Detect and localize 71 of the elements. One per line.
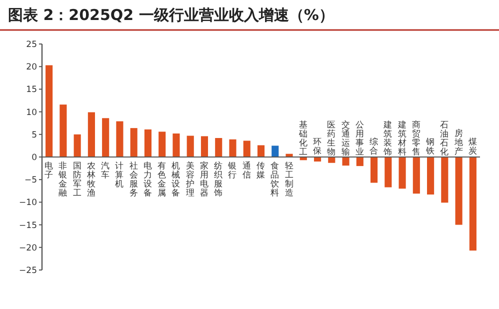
y-tick-label: 5 <box>32 130 37 140</box>
x-tick-label: 汽车 <box>101 160 110 180</box>
x-tick-label: 纺织服饰 <box>213 160 224 198</box>
x-tick-label: 计算机 <box>115 160 124 190</box>
y-tick-label: 10 <box>26 108 37 118</box>
x-tick-label: 轻工制造 <box>284 160 294 198</box>
y-tick-label: −5 <box>24 176 37 186</box>
bar <box>215 138 222 157</box>
bar <box>328 157 336 163</box>
y-tick-label: 20 <box>26 62 37 73</box>
y-tick-label: 0 <box>32 153 37 163</box>
bar <box>356 157 364 166</box>
x-tick-label: 食品饮料 <box>270 160 280 198</box>
x-tick-label: 石油石化 <box>440 120 450 158</box>
bar <box>342 157 350 166</box>
y-tick-label: −25 <box>19 266 37 276</box>
bar <box>144 129 152 157</box>
x-tick-label: 交通运输 <box>341 120 350 158</box>
bar <box>243 140 250 157</box>
x-tick-label: 建筑装饰 <box>382 120 393 158</box>
bar <box>200 136 208 157</box>
bar <box>74 134 81 157</box>
bar <box>412 157 420 194</box>
x-tick-label: 电力设备 <box>143 160 152 198</box>
y-tick-label: −15 <box>19 220 37 231</box>
x-tick-label: 环保 <box>313 138 322 156</box>
x-tick-label: 电子 <box>44 160 54 180</box>
x-tick-label: 国防军工 <box>72 162 82 198</box>
y-tick-label: 25 <box>26 40 37 50</box>
bar <box>384 157 392 188</box>
x-tick-label: 建筑材料 <box>396 120 407 158</box>
bar <box>455 157 462 225</box>
x-tick-label: 美容护理 <box>184 160 195 198</box>
x-tick-label: 房地产 <box>453 128 464 157</box>
y-tick-label: 15 <box>26 85 37 96</box>
x-tick-label: 社会服务 <box>129 160 138 198</box>
bar <box>427 157 434 195</box>
bar <box>186 136 194 157</box>
bar <box>370 157 378 183</box>
bar <box>102 118 110 157</box>
x-tick-label: 有色金属 <box>158 160 167 198</box>
x-tick-label: 通信 <box>242 160 252 180</box>
x-tick-label: 钢铁 <box>425 136 436 156</box>
bar <box>88 112 95 157</box>
bar <box>116 121 124 157</box>
bar <box>398 157 406 189</box>
x-tick-label: 公用事业 <box>355 120 364 158</box>
x-tick-label: 非银金融 <box>58 160 68 198</box>
y-tick-label: −20 <box>19 243 37 254</box>
x-tick-label: 家用电器 <box>200 160 209 198</box>
x-tick-label: 传媒 <box>256 160 266 180</box>
x-tick-label: 医药生物 <box>327 120 336 158</box>
bar <box>469 157 476 251</box>
x-tick-label: 基础化工 <box>298 120 308 158</box>
bar <box>158 132 166 157</box>
x-tick-label: 银行 <box>227 160 238 180</box>
chart-title: 图表 2：2025Q2 一级行业营业收入增速（%） <box>8 6 334 24</box>
x-tick-label: 商贸零售 <box>412 120 421 158</box>
bar <box>272 146 279 157</box>
x-tick-label: 综合 <box>370 136 379 156</box>
x-tick-label: 煤炭 <box>468 136 478 156</box>
x-tick-label: 机械设备 <box>172 160 181 198</box>
bar <box>441 157 448 203</box>
x-tick-label: 农林牧渔 <box>86 160 96 198</box>
bar <box>130 128 138 157</box>
bar <box>172 133 180 157</box>
bar <box>229 139 236 157</box>
bar <box>257 145 265 157</box>
bar <box>60 104 67 157</box>
bar <box>46 65 53 157</box>
y-tick-label: −10 <box>19 198 37 208</box>
